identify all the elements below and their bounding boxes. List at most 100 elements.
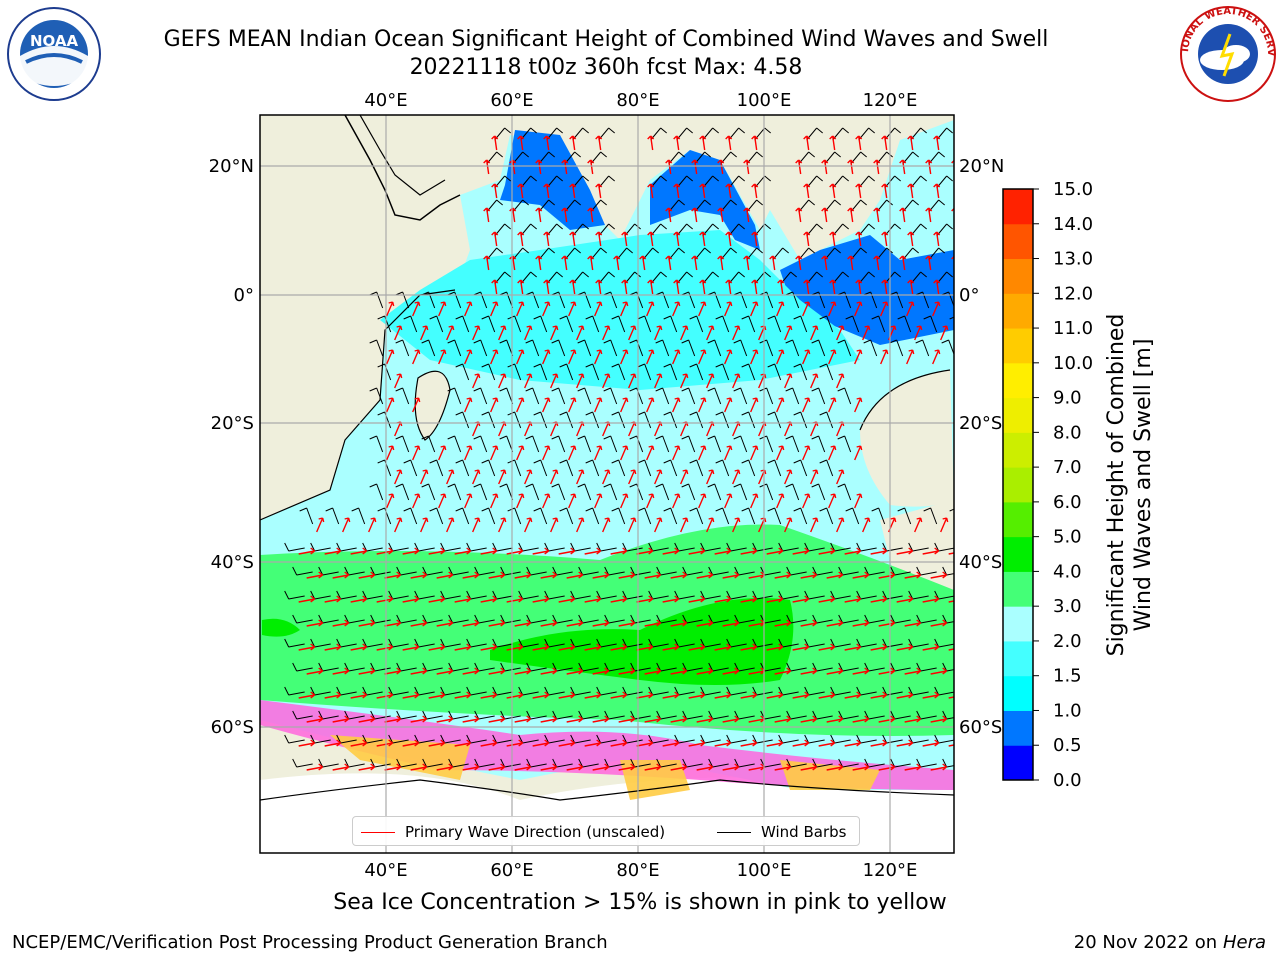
wave-direction-arrow	[870, 691, 888, 699]
wave-direction-arrow	[818, 691, 836, 699]
coastline-australia	[859, 369, 951, 431]
wave-direction-arrow	[561, 159, 569, 175]
wave-direction-arrow	[696, 571, 714, 579]
wind-barb	[689, 507, 704, 525]
wave-direction-arrow	[587, 159, 595, 175]
wave-direction-arrow	[532, 547, 550, 555]
wave-direction-arrow	[558, 739, 576, 747]
wind-barb	[741, 411, 756, 429]
wave-direction-arrow	[464, 349, 473, 365]
wind-barb	[585, 363, 600, 381]
wind-barb	[767, 363, 782, 381]
wave-direction-arrow	[776, 397, 785, 413]
wave-direction-arrow	[688, 547, 706, 555]
wave-direction-arrow	[394, 325, 403, 341]
wind-barb	[507, 315, 522, 333]
wave-direction-arrow	[881, 183, 889, 199]
wave-direction-arrow	[878, 763, 896, 771]
sea-ice-yellow-3	[780, 760, 880, 790]
wave-direction-arrow	[847, 159, 855, 175]
lat-label-right: 20°N	[959, 156, 1004, 177]
wave-direction-arrow	[542, 349, 551, 365]
wave-direction-arrow	[384, 667, 402, 675]
wave-direction-arrow	[854, 445, 863, 461]
wave-direction-arrow	[490, 445, 499, 461]
wave-direction-arrow	[464, 397, 473, 413]
wave-direction-arrow	[680, 469, 689, 485]
wave-direction-arrow	[696, 667, 714, 675]
wave-direction-arrow	[610, 691, 628, 699]
lon-label-top: 40°E	[364, 90, 407, 111]
wave-direction-arrow	[662, 739, 680, 747]
wave-direction-arrow	[517, 135, 525, 151]
wind-barb	[811, 387, 826, 405]
wave-direction-arrow	[491, 231, 499, 247]
wave-direction-arrow	[800, 667, 818, 675]
wave-direction-arrow	[592, 715, 610, 723]
wave-direction-arrow	[724, 445, 733, 461]
wind-barb	[811, 483, 826, 501]
wave-direction-arrow	[446, 325, 455, 341]
footer-date-text: 20 Nov 2022 on	[1073, 932, 1218, 953]
wave-direction-arrow	[826, 763, 844, 771]
wave-direction-arrow	[847, 255, 855, 271]
wave-direction-arrow	[602, 469, 611, 485]
noaa-logo: NOAA	[7, 7, 101, 101]
wind-barb	[455, 411, 470, 429]
colorbar-tick-label: 14.0	[1053, 214, 1093, 235]
wave-direction-arrow	[722, 667, 740, 675]
wind-barb	[715, 411, 730, 429]
wave-direction-arrow	[878, 667, 896, 675]
wave-direction-arrow	[662, 595, 680, 603]
wave-direction-arrow	[306, 763, 324, 771]
wave-direction-arrow	[483, 255, 491, 271]
wave-direction-arrow	[595, 183, 603, 199]
wave-direction-arrow	[613, 255, 621, 271]
wind-barb	[955, 200, 971, 212]
lon-label-bottom: 120°E	[863, 860, 918, 881]
map-legend: Primary Wave Direction (unscaled) Wind B…	[352, 816, 860, 846]
wave-direction-arrow	[750, 493, 759, 509]
wave-direction-arrow	[602, 517, 611, 533]
wave-direction-arrow	[896, 691, 914, 699]
colorbar-segment	[1003, 189, 1033, 225]
wave-direction-arrow	[498, 469, 507, 485]
wave-direction-arrow	[802, 493, 811, 509]
wave-direction-arrow	[376, 739, 394, 747]
wave-direction-arrow	[350, 691, 368, 699]
wind-barb	[447, 483, 462, 501]
wave-direction-arrow	[680, 517, 689, 533]
wave-direction-arrow	[412, 445, 421, 461]
wave-direction-arrow	[621, 279, 629, 295]
wave-direction-arrow	[776, 493, 785, 509]
wind-barb	[551, 435, 566, 453]
wind-barb	[793, 315, 808, 333]
wave-direction-arrow	[610, 595, 628, 603]
wave-direction-arrow	[498, 517, 507, 533]
wave-direction-arrow	[899, 207, 907, 223]
wave-direction-arrow	[394, 373, 403, 389]
wave-direction-arrow	[818, 739, 836, 747]
wave-direction-arrow	[376, 691, 394, 699]
wave-direction-arrow	[904, 667, 922, 675]
wind-barb	[395, 483, 410, 501]
lon-label-bottom: 40°E	[364, 860, 407, 881]
wave-direction-arrow	[854, 397, 863, 413]
wave-direction-arrow	[620, 445, 629, 461]
wind-barb	[793, 411, 808, 429]
wave-direction-arrow	[558, 691, 576, 699]
wave-direction-arrow	[777, 279, 785, 295]
wind-barb	[767, 507, 782, 525]
wave-direction-arrow	[914, 517, 923, 533]
wind-barb	[507, 459, 522, 477]
wave-direction-arrow	[672, 397, 681, 413]
wave-direction-arrow	[550, 517, 559, 533]
wind-barb	[395, 339, 410, 357]
wind-barb	[681, 435, 696, 453]
wave-direction-arrow	[826, 715, 844, 723]
wave-direction-arrow	[776, 445, 785, 461]
wave-direction-arrow	[654, 517, 663, 533]
wave-direction-arrow	[595, 279, 603, 295]
wave-direction-arrow	[732, 325, 741, 341]
wind-barb	[963, 272, 979, 284]
